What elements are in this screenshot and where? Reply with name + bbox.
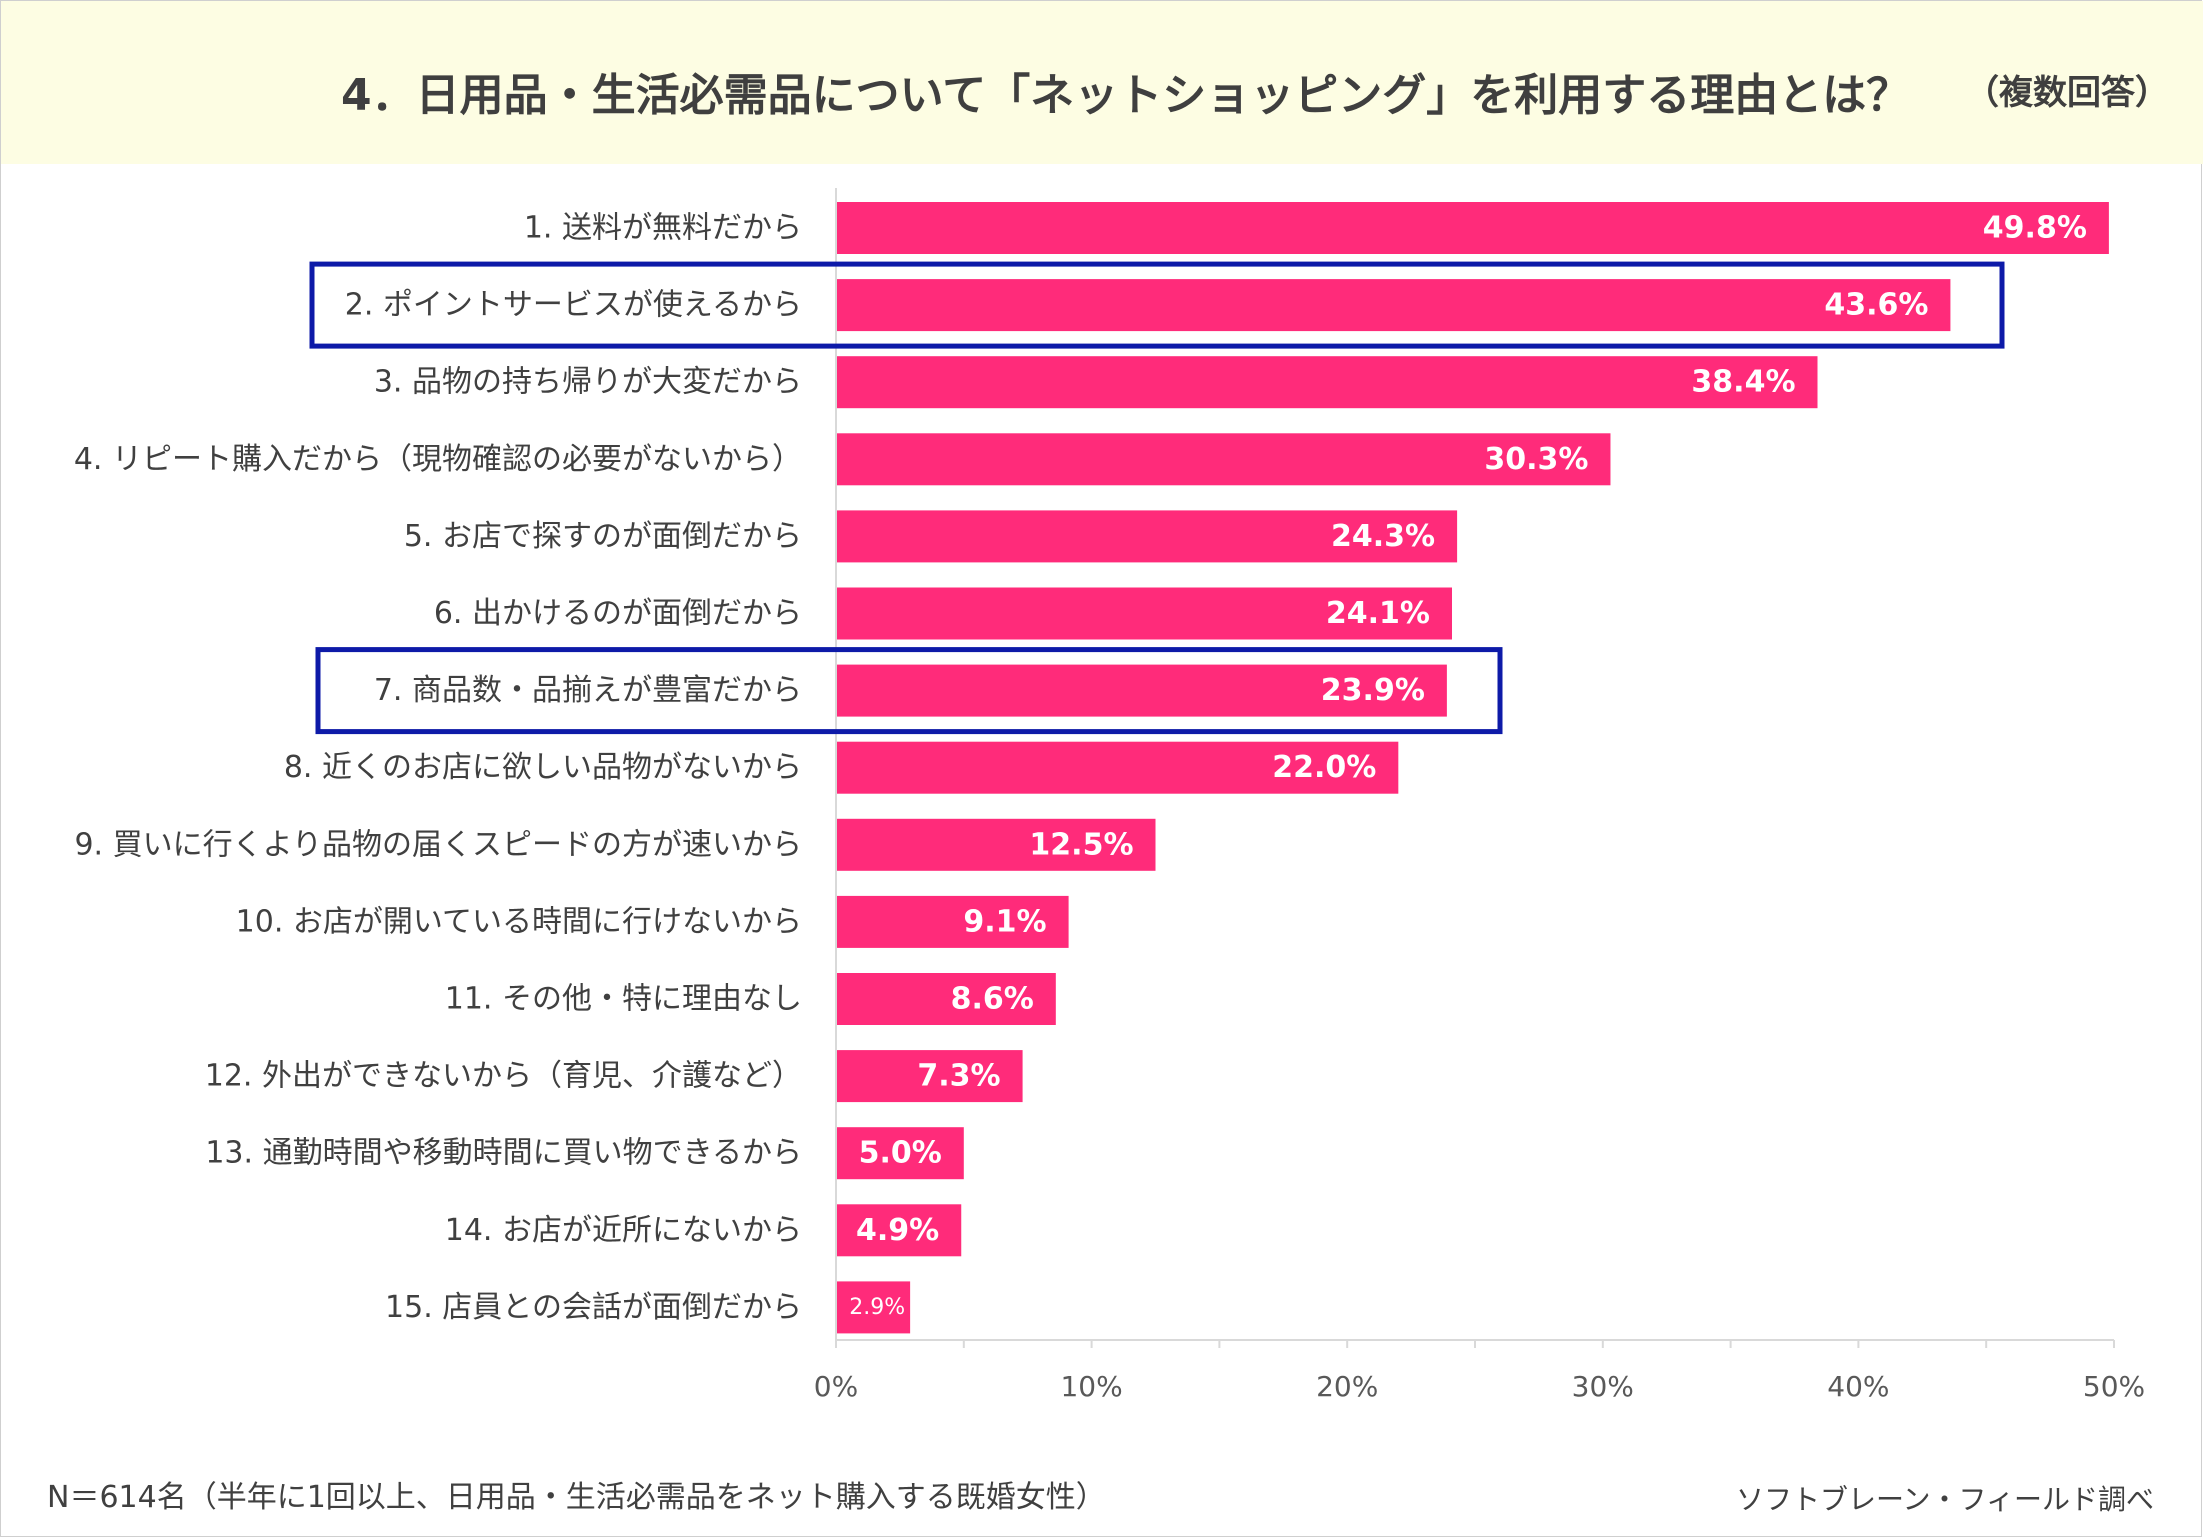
bar: [836, 664, 1447, 717]
bar: [836, 895, 1069, 948]
bar: [836, 1281, 911, 1334]
data-label: 2.9%: [849, 1295, 905, 1320]
title-banner: 4．日用品・生活必需品について「ネットショッピング」を利用する理由とは？ （複数…: [1, 1, 2203, 164]
category-label: 14. お店が近所にないから: [445, 1213, 802, 1248]
bar: [836, 202, 2109, 254]
data-label: 9.1%: [963, 904, 1046, 939]
category-label: 8. 近くのお店に欲しい品物がないから: [284, 750, 802, 785]
chart-subtitle: （複数回答）: [1965, 73, 2169, 113]
source-credit: ソフトブレーン・フィールド調べ: [1735, 1483, 2154, 1516]
x-tick-label: 30%: [1572, 1370, 1634, 1403]
bar: [836, 973, 1056, 1025]
bar: [836, 279, 1951, 332]
category-label: 4. リピート購入だから（現物確認の必要がないから）: [74, 442, 802, 477]
bar-chart: 1. 送料が無料だから 49.8% 2. ポイントサービスが使えるから 43.6% 3.…: [74, 188, 2145, 1403]
data-label: 24.3%: [1331, 519, 1435, 554]
bar: [836, 1050, 1023, 1103]
bar: [836, 587, 1452, 640]
highlight-box: [315, 647, 1503, 735]
data-label: 8.6%: [951, 982, 1034, 1017]
category-label: 12. 外出ができないから（育児、介護など）: [205, 1059, 802, 1094]
category-label: 5. お店で探すのが面倒だから: [404, 519, 802, 554]
category-label: 6. 出かけるのが面倒だから: [434, 596, 802, 631]
data-label: 5.0%: [859, 1136, 942, 1171]
category-label: 11. その他・特に理由なし: [445, 982, 802, 1017]
bar: [836, 1204, 962, 1257]
x-tick-label: 0%: [814, 1370, 858, 1403]
category-label: 1. 送料が無料だから: [524, 211, 802, 246]
bar: [836, 741, 1399, 794]
bar: [836, 433, 1611, 486]
data-label: 24.1%: [1326, 596, 1430, 631]
bar: [836, 1127, 964, 1180]
category-label: 9. 買いに行くより品物の届くスピードの方が速いから: [74, 827, 802, 862]
x-tick-label: 50%: [2083, 1370, 2145, 1403]
x-tick-label: 10%: [1060, 1370, 1122, 1403]
chart-title: 4．日用品・生活必需品について「ネットショッピング」を利用する理由とは？: [341, 70, 1911, 121]
category-label: 2. ポイントサービスが使えるから: [345, 288, 802, 323]
bar: [836, 510, 1458, 563]
x-tick-label: 20%: [1316, 1370, 1378, 1403]
data-label: 38.4%: [1691, 365, 1795, 400]
bar: [836, 356, 1818, 409]
data-label: 43.6%: [1824, 288, 1928, 323]
bar: [836, 818, 1156, 871]
data-label: 23.9%: [1321, 673, 1425, 708]
category-label: 15. 店員との会話が面倒だから: [385, 1290, 802, 1325]
category-label: 3. 品物の持ち帰りが大変だから: [374, 365, 802, 400]
data-label: 4.9%: [856, 1213, 939, 1248]
highlight-box: [309, 261, 2005, 349]
data-label: 30.3%: [1484, 442, 1588, 477]
x-tick-label: 40%: [1827, 1370, 1889, 1403]
data-label: 7.3%: [917, 1059, 1000, 1094]
category-label: 10. お店が開いている時間に行けないから: [236, 904, 802, 939]
category-label: 13. 通勤時間や移動時間に買い物できるから: [205, 1136, 802, 1171]
data-label: 49.8%: [1983, 211, 2087, 246]
data-label: 12.5%: [1029, 827, 1133, 862]
sample-note: N＝614名（半年に1回以上、日用品・生活必需品をネット購入する既婚女性）: [47, 1480, 1106, 1515]
data-label: 22.0%: [1272, 750, 1376, 785]
category-label: 7. 商品数・品揃えが豊富だから: [374, 673, 802, 708]
